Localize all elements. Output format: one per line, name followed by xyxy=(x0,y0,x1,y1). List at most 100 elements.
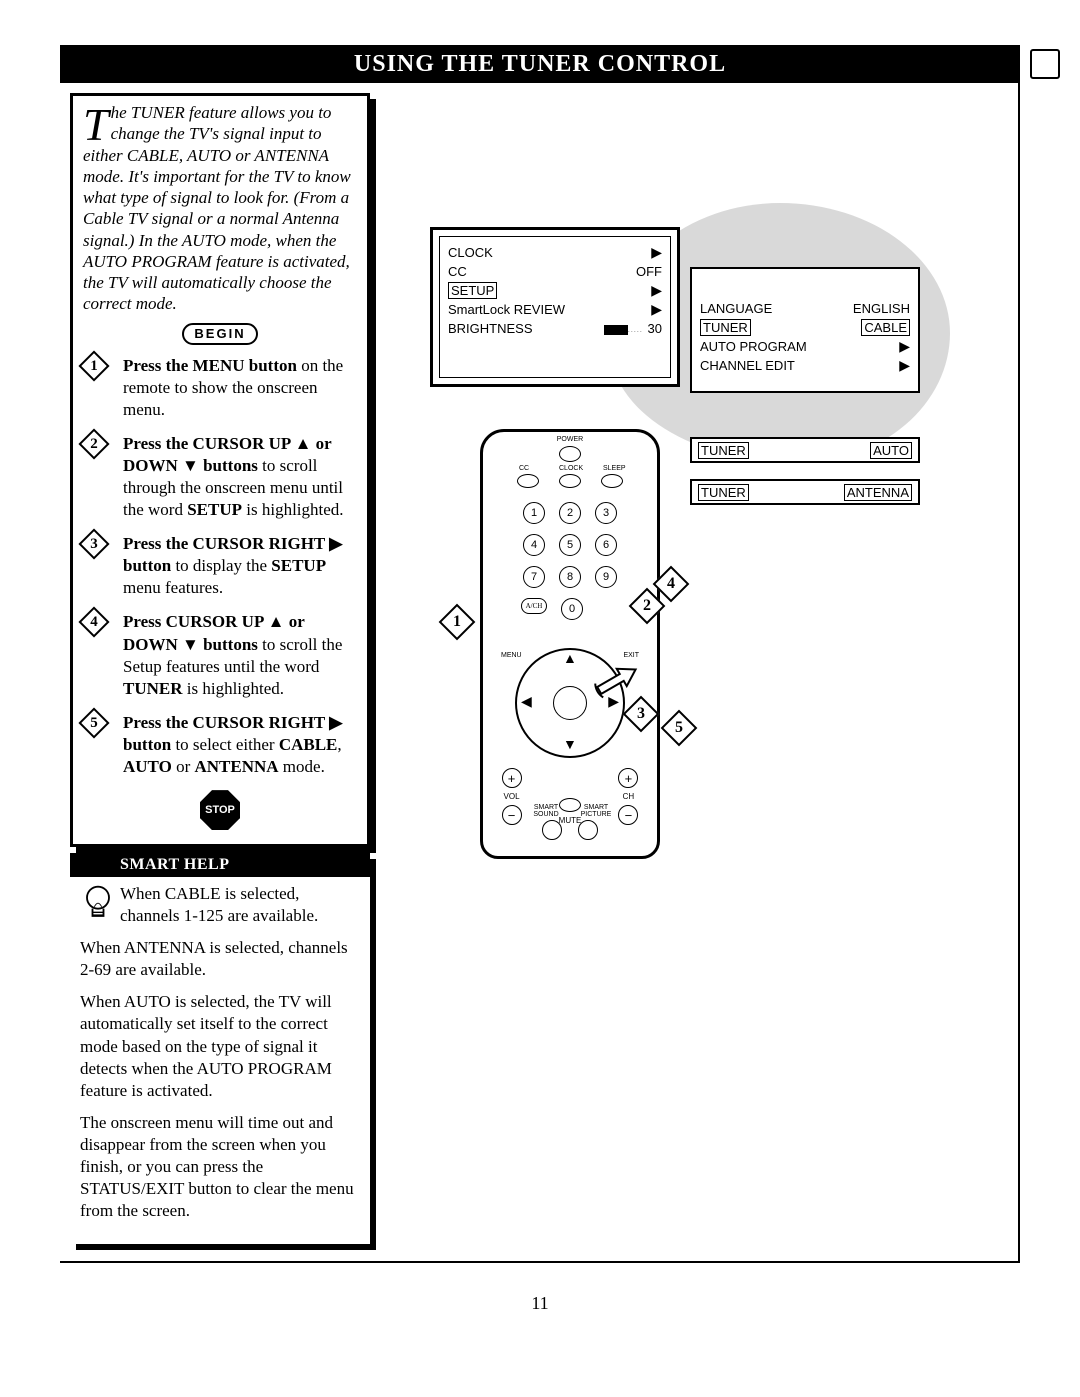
help-p4: The onscreen menu will time out and disa… xyxy=(80,1112,360,1222)
cc-button[interactable] xyxy=(517,474,539,488)
smart-sound-label: SMARTSOUND xyxy=(531,804,561,818)
callout-5: 5 xyxy=(666,715,696,745)
menu-row-smartlock: SmartLock REVIEW▶ xyxy=(448,300,662,319)
step-5-sep: , xyxy=(337,735,341,754)
content-frame: T he TUNER feature allows you to change … xyxy=(60,83,1020,1263)
step-4-bold2: TUNER xyxy=(123,679,183,698)
page-number: 11 xyxy=(60,1293,1020,1314)
num-7-button[interactable]: 7 xyxy=(523,566,545,588)
step-5-or: or xyxy=(172,757,195,776)
step-4-end: is highlighted. xyxy=(183,679,285,698)
tv-tuner-auto: TUNERAUTO xyxy=(690,437,920,463)
num-5-button[interactable]: 5 xyxy=(559,534,581,556)
callout-1: 1 xyxy=(444,609,474,639)
intro-text: he TUNER feature allows you to change th… xyxy=(83,103,351,313)
step-1-bold: Press the MENU button xyxy=(123,356,297,375)
title-corner-icon xyxy=(1030,49,1060,79)
step-1-marker: 1 xyxy=(77,355,113,379)
instruction-box: T he TUNER feature allows you to change … xyxy=(70,93,370,847)
num-9-button[interactable]: 9 xyxy=(595,566,617,588)
page-title-bar: USING THE TUNER CONTROL xyxy=(60,45,1020,83)
setup-row-channeledit: CHANNEL EDIT▶ xyxy=(700,356,910,375)
step-2-marker: 2 xyxy=(77,433,113,457)
stop-badge: STOP xyxy=(200,790,240,830)
smart-picture-button[interactable] xyxy=(578,820,598,840)
step-5-marker: 5 xyxy=(77,712,113,736)
cursor-down-button[interactable]: ▼ xyxy=(563,738,577,754)
begin-wrap: BEGIN xyxy=(83,323,357,345)
menu-row-setup: SETUP▶ xyxy=(448,281,662,300)
step-2: 2 Press the CURSOR UP ▲ or DOWN ▼ button… xyxy=(83,433,357,521)
mute-button[interactable] xyxy=(559,798,581,812)
menu-row-clock: CLOCK▶ xyxy=(448,243,662,262)
step-3-mid: to display the xyxy=(171,556,271,575)
setup-row-autoprogram: AUTO PROGRAM▶ xyxy=(700,337,910,356)
num-4-button[interactable]: 4 xyxy=(523,534,545,556)
page-title: USING THE TUNER CONTROL xyxy=(354,51,726,77)
step-3: 3 Press the CURSOR RIGHT ▶ button to dis… xyxy=(83,533,357,599)
ch-label: CH xyxy=(623,792,635,801)
sleep-button[interactable] xyxy=(601,474,623,488)
smart-help-header: SMART HELP xyxy=(70,853,370,877)
lightbulb-icon xyxy=(80,883,116,927)
step-5-mid: to select either xyxy=(171,735,279,754)
step-2-bold2: SETUP xyxy=(187,500,242,519)
num-6-button[interactable]: 6 xyxy=(595,534,617,556)
power-button[interactable] xyxy=(559,446,581,462)
ch-up-button[interactable]: + xyxy=(618,768,638,788)
step-5: 5 Press the CURSOR RIGHT ▶ button to sel… xyxy=(83,712,357,778)
begin-badge: BEGIN xyxy=(182,323,257,345)
tv-setup-menu: LANGUAGEENGLISH TUNERCABLE AUTO PROGRAM▶… xyxy=(690,267,920,393)
sleep-label: SLEEP xyxy=(603,465,626,472)
step-2-end: is highlighted. xyxy=(242,500,344,519)
smart-help-title: SMART HELP xyxy=(120,856,230,873)
step-5-bold3: AUTO xyxy=(123,757,172,776)
num-3-button[interactable]: 3 xyxy=(595,502,617,524)
vol-ch-row: + VOL − MUTE + CH − xyxy=(483,768,657,825)
vol-up-button[interactable]: + xyxy=(502,768,522,788)
tv-main-menu: CLOCK▶ CCOFF SETUP▶ SmartLock REVIEW▶ BR… xyxy=(430,227,680,387)
help-p1: When CABLE is selected, channels 1-125 a… xyxy=(80,883,360,927)
step-5-end: mode. xyxy=(279,757,325,776)
smart-sound-button[interactable] xyxy=(542,820,562,840)
dpad-center-button[interactable] xyxy=(553,686,587,720)
cc-label: CC xyxy=(519,465,529,472)
callout-3: 3 xyxy=(628,701,658,731)
stop-wrap: STOP xyxy=(83,790,357,830)
step-5-bold4: ANTENNA xyxy=(194,757,278,776)
menu-row-cc: CCOFF xyxy=(448,262,662,281)
ach-button[interactable]: A/CH xyxy=(521,598,547,614)
help-p3: When AUTO is selected, the TV will autom… xyxy=(80,991,360,1101)
vol-label: VOL xyxy=(504,792,520,801)
menu-row-brightness: BRIGHTNESS ····· 30 xyxy=(448,319,662,338)
step-3-marker: 3 xyxy=(77,533,113,557)
smart-picture-label: SMARTPICTURE xyxy=(579,804,613,818)
brightness-bar: ····· xyxy=(604,325,644,335)
step-4-marker: 4 xyxy=(77,611,113,635)
help-p2: When ANTENNA is selected, channels 2-69 … xyxy=(80,937,360,981)
num-2-button[interactable]: 2 xyxy=(559,502,581,524)
smart-help-body: When CABLE is selected, channels 1-125 a… xyxy=(70,877,370,1244)
illustration-area: CLOCK▶ CCOFF SETUP▶ SmartLock REVIEW▶ BR… xyxy=(400,223,960,923)
num-8-button[interactable]: 8 xyxy=(559,566,581,588)
menu-label: MENU xyxy=(501,652,522,659)
step-4: 4 Press CURSOR UP ▲ or DOWN ▼ buttons to… xyxy=(83,611,357,699)
clock-label: CLOCK xyxy=(559,465,583,472)
cursor-left-button[interactable]: ◀ xyxy=(521,694,532,711)
num-1-button[interactable]: 1 xyxy=(523,502,545,524)
dropcap: T xyxy=(83,102,111,144)
power-label: POWER xyxy=(483,436,657,443)
cursor-up-button[interactable]: ▲ xyxy=(563,652,577,668)
tv-tuner-antenna: TUNERANTENNA xyxy=(690,479,920,505)
step-3-end: menu features. xyxy=(123,578,223,597)
num-0-button[interactable]: 0 xyxy=(561,598,583,620)
clock-button[interactable] xyxy=(559,474,581,488)
step-3-bold2: SETUP xyxy=(271,556,326,575)
callout-4: 4 xyxy=(658,571,688,601)
step-5-bold2: CABLE xyxy=(279,735,338,754)
step-1: 1 Press the MENU button on the remote to… xyxy=(83,355,357,421)
intro-paragraph: T he TUNER feature allows you to change … xyxy=(83,102,357,315)
setup-row-tuner: TUNERCABLE xyxy=(700,318,910,337)
smart-help-box: \ | / SMART HELP When CABLE is selected,… xyxy=(70,853,370,1244)
setup-row-language: LANGUAGEENGLISH xyxy=(700,299,910,318)
